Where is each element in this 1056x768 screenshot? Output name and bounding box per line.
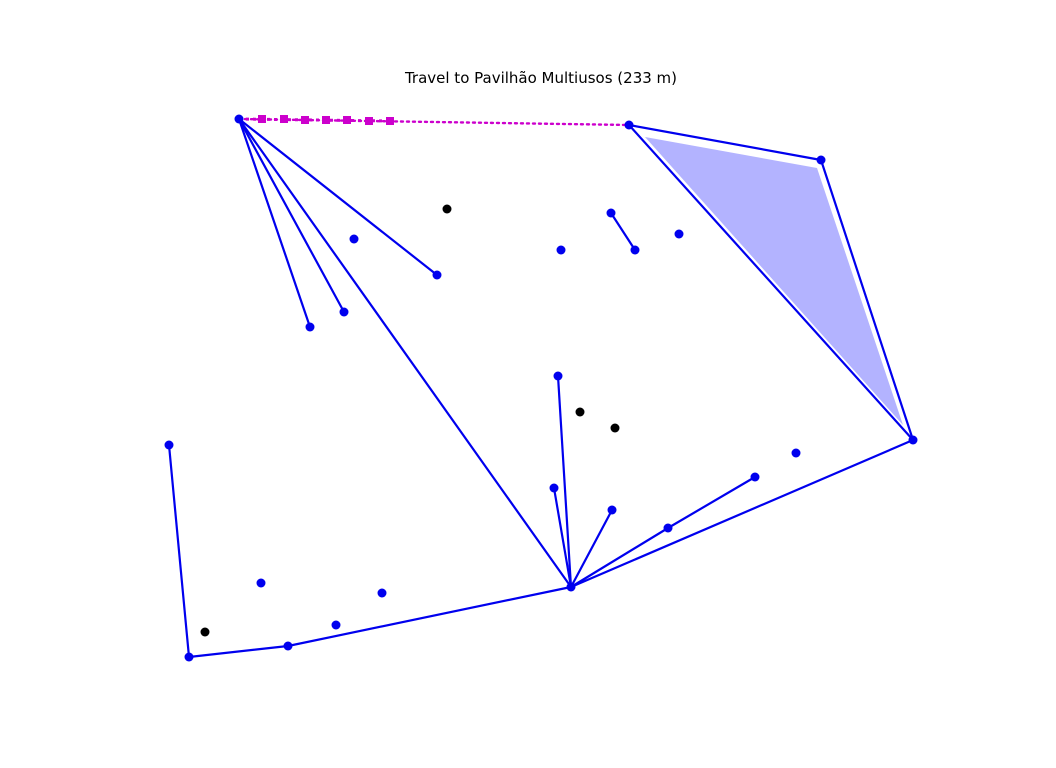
node-n25 <box>256 578 266 588</box>
node-n13 <box>553 371 563 381</box>
node-n16 <box>663 523 673 533</box>
edge-n10-n11 <box>609 211 637 252</box>
black-point-2 <box>575 407 585 417</box>
black-point-3 <box>610 423 620 433</box>
route-marker-5 <box>343 116 351 124</box>
edge-n1-n7 <box>237 117 312 329</box>
edge-n1-n5 <box>237 117 439 277</box>
route-layer <box>237 115 631 127</box>
black-point-1 <box>442 204 452 214</box>
route-marker-1 <box>258 115 266 123</box>
edge-n4-n2 <box>627 123 915 442</box>
edge-n21-n20 <box>167 443 191 659</box>
node-n21 <box>184 652 194 662</box>
node-n23 <box>331 620 341 630</box>
edge-n3-n4 <box>819 158 915 442</box>
node-n5 <box>432 270 442 280</box>
node-n2 <box>624 120 634 130</box>
nodes-layer <box>164 114 918 662</box>
node-n10 <box>606 208 616 218</box>
route-marker-6 <box>365 117 373 125</box>
edge-n2-n3 <box>627 123 823 162</box>
node-n22 <box>283 641 293 651</box>
node-n11 <box>630 245 640 255</box>
edge-n19-n22 <box>286 585 573 648</box>
edge-n1-n19 <box>237 117 573 589</box>
node-n3 <box>816 155 826 165</box>
edges-layer <box>167 117 915 659</box>
edge-n19-n16 <box>569 526 670 589</box>
node-n6 <box>339 307 349 317</box>
node-n18 <box>791 448 801 458</box>
node-n15 <box>607 505 617 515</box>
node-n9 <box>556 245 566 255</box>
node-n19 <box>566 582 576 592</box>
route-marker-7 <box>386 117 394 125</box>
node-n7 <box>305 322 315 332</box>
edge-n1-n6 <box>237 117 346 314</box>
route-marker-3 <box>301 116 309 124</box>
edge-n4-n19 <box>569 438 915 589</box>
node-n8 <box>349 234 359 244</box>
shaded-region-layer <box>645 137 903 425</box>
edge-n16-n17 <box>666 475 757 530</box>
node-n20 <box>164 440 174 450</box>
node-n24 <box>377 588 387 598</box>
route-marker-2 <box>280 115 288 123</box>
black-point-4 <box>200 627 210 637</box>
node-n12 <box>674 229 684 239</box>
node-n14 <box>549 483 559 493</box>
node-n1 <box>234 114 244 124</box>
shaded-region <box>645 137 903 425</box>
edge-n19-n14 <box>552 486 573 589</box>
node-n17 <box>750 472 760 482</box>
route-marker-4 <box>322 116 330 124</box>
edge-n19-n13 <box>556 374 573 589</box>
plot-title: Travel to Pavilhão Multiusos (233 m) <box>404 69 678 87</box>
black-points-layer <box>200 204 620 637</box>
edge-n22-n21 <box>187 644 290 659</box>
node-n4 <box>908 435 918 445</box>
edge-n19-n15 <box>569 508 614 589</box>
